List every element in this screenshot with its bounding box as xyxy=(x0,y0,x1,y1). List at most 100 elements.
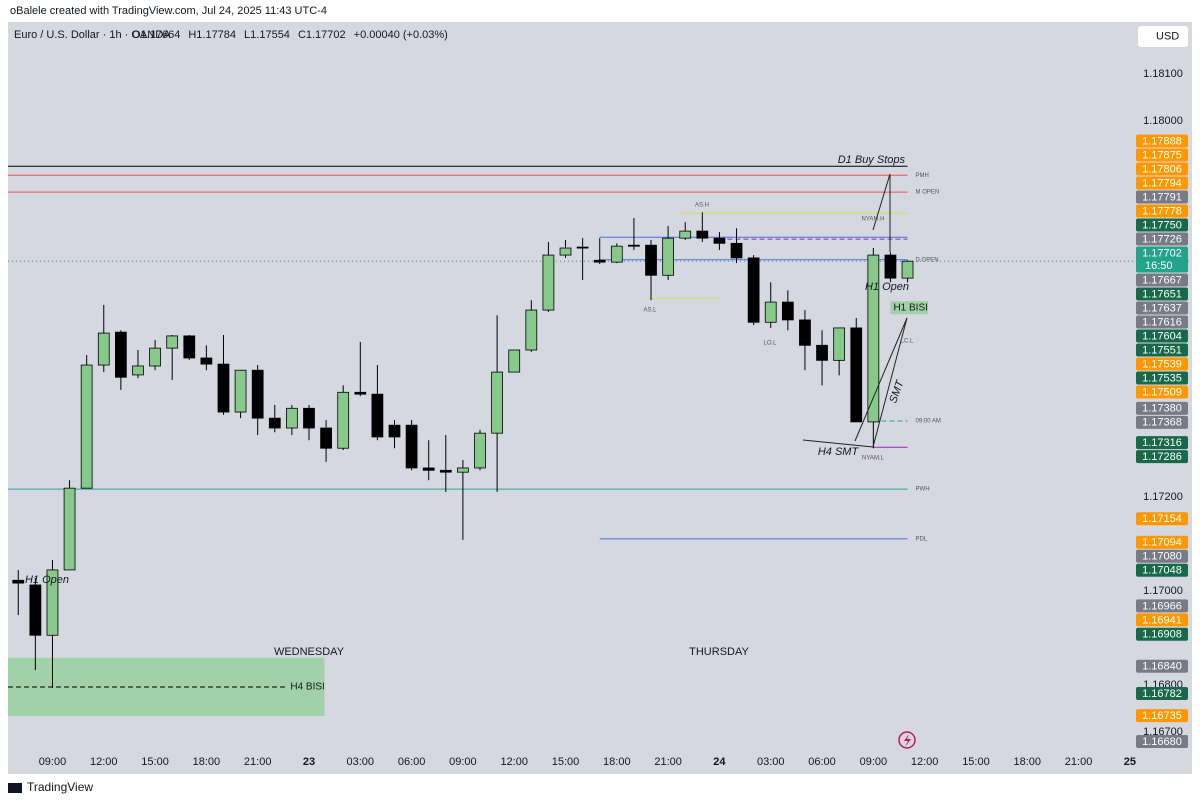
price-label-box xyxy=(1136,218,1188,232)
candle-body xyxy=(29,584,42,636)
annotation: LO.L xyxy=(763,341,777,347)
candle-body xyxy=(679,230,692,239)
zone xyxy=(890,301,929,315)
smt-line xyxy=(854,317,908,442)
candle-body xyxy=(80,364,93,489)
alert-icon[interactable] xyxy=(898,731,916,749)
candle-body xyxy=(593,259,606,263)
price-label-box xyxy=(1136,232,1188,246)
candle-body xyxy=(901,260,914,279)
price-label: 1.16782 xyxy=(1142,688,1182,700)
price-label-box xyxy=(1136,329,1188,343)
candle-body xyxy=(850,327,863,423)
candle-body xyxy=(525,309,538,351)
currency-box[interactable] xyxy=(1138,26,1188,47)
candle-body xyxy=(764,301,777,323)
price-label: 1.17080 xyxy=(1142,551,1182,563)
h4-smt-line xyxy=(802,439,874,448)
candle-body xyxy=(799,319,811,346)
currency[interactable]: USD xyxy=(1156,30,1179,42)
x-tick-label: 12:00 xyxy=(500,756,528,768)
candle-body xyxy=(816,344,828,361)
sweep-line xyxy=(872,173,891,231)
price-label: 1.17094 xyxy=(1142,537,1182,549)
candle-body xyxy=(354,391,367,395)
candle-body xyxy=(781,301,794,321)
candle-body xyxy=(491,371,503,434)
price-label-box xyxy=(1136,512,1188,526)
candle-body xyxy=(559,247,572,256)
ohlc-header: O1.17664 H1.17784 L1.17554 C1.17702 +0.00040… xyxy=(132,29,448,41)
price-label: 1.17794 xyxy=(1142,177,1182,189)
candle-body xyxy=(610,245,623,263)
price-label: 1.17651 xyxy=(1142,288,1182,300)
price-label-box xyxy=(1136,450,1188,464)
x-tick-label: 18:00 xyxy=(603,756,631,768)
candle-body xyxy=(645,244,657,276)
candle-body xyxy=(286,407,298,429)
price-label: 1.17667 xyxy=(1142,274,1182,286)
price-label-box xyxy=(1136,613,1188,627)
candle-body xyxy=(713,237,726,244)
price-label-box xyxy=(1136,315,1188,329)
symbol-title: Euro / U.S. Dollar · 1h · OANDA xyxy=(14,29,171,41)
zone-label: H1 BISI xyxy=(893,302,927,313)
price-label: 1.17888 xyxy=(1142,135,1182,147)
price-label-box xyxy=(1136,415,1188,429)
price-label: 1.17551 xyxy=(1142,344,1182,356)
price-label: 1.16840 xyxy=(1142,661,1182,673)
day-label: WEDNESDAY xyxy=(274,646,345,658)
candle-body xyxy=(114,331,127,378)
price-label: 1.16941 xyxy=(1142,614,1182,626)
price-label-box xyxy=(1136,176,1188,190)
candle-body xyxy=(217,363,230,413)
price-label: 1.17875 xyxy=(1142,149,1182,161)
price-label-box xyxy=(1136,190,1188,204)
x-tick-label: 12:00 xyxy=(911,756,939,768)
candle-body xyxy=(884,254,897,279)
x-tick-label: 03:00 xyxy=(347,756,375,768)
candle-body xyxy=(439,469,452,473)
header-value: C1.17702 xyxy=(298,29,346,41)
annotation: NYAM.H xyxy=(862,217,885,223)
candle-body xyxy=(183,335,196,359)
level-label: M OPEN xyxy=(916,190,940,196)
y-tick-label: 1.17200 xyxy=(1143,491,1183,503)
price-label: 1.17539 xyxy=(1142,358,1182,370)
candle-body xyxy=(388,424,401,438)
x-tick-label: 21:00 xyxy=(244,756,272,768)
candle-body xyxy=(457,467,469,473)
annotation: AS.L xyxy=(643,308,657,314)
annotation: NYAM.L xyxy=(862,456,885,462)
price-label-box xyxy=(1136,343,1188,357)
price-label: 1.17316 xyxy=(1142,437,1182,449)
candle-body xyxy=(200,357,213,365)
price-label-box xyxy=(1136,162,1188,176)
price-label: 1.17637 xyxy=(1142,302,1182,314)
chart-background xyxy=(8,22,1192,774)
price-label-box xyxy=(1136,273,1188,287)
price-label: 1.17616 xyxy=(1142,316,1182,328)
candle-body xyxy=(166,335,179,349)
price-label-box xyxy=(1136,371,1188,385)
level-label: PMH xyxy=(916,173,929,179)
candle-body xyxy=(405,424,418,469)
candle-body xyxy=(371,393,384,438)
price-label-box xyxy=(1136,687,1188,701)
x-tick-label: 12:00 xyxy=(90,756,118,768)
smt-line xyxy=(872,317,908,448)
price-label: 1.17048 xyxy=(1142,565,1182,577)
x-tick-label: 15:00 xyxy=(552,756,580,768)
level-label: D OPEN xyxy=(916,257,939,263)
axes: 09:00 12:00 15:00 18:00 21:00 23 03:00 06:00 09:… xyxy=(39,68,1188,768)
candle-body xyxy=(268,417,281,429)
candle-body xyxy=(320,427,332,449)
price-label: 1.17509 xyxy=(1142,386,1182,398)
candle-body xyxy=(422,467,435,471)
x-tick-label: 24 xyxy=(713,756,726,768)
price-label: 1.17750 xyxy=(1142,219,1182,231)
price-label-box xyxy=(1136,563,1188,577)
candle-body xyxy=(12,579,25,584)
annotation: AS.H xyxy=(695,203,709,209)
level-label: 09:00 AM xyxy=(916,419,941,425)
